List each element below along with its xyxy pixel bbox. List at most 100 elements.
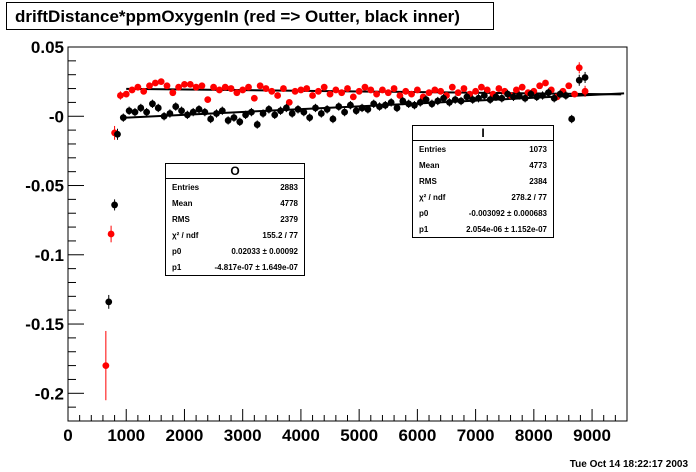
- y-tick-label: -0.2: [35, 384, 64, 403]
- data-point: [562, 92, 570, 99]
- data-point: [163, 82, 171, 90]
- data-point: [274, 92, 282, 99]
- data-point: [498, 94, 506, 102]
- data-point: [314, 87, 322, 95]
- data-point: [581, 74, 589, 81]
- data-point: [384, 89, 392, 97]
- data-point: [411, 101, 418, 109]
- data-point: [128, 86, 136, 94]
- stats-value: 4778: [280, 198, 298, 208]
- data-point: [195, 105, 203, 113]
- stats-row: Entries 2883: [166, 179, 304, 195]
- stats-label: Entries: [419, 144, 447, 154]
- data-point: [329, 115, 337, 123]
- stats-box-outer: O Entries 2883 Mean 4778 RMS 2379 χ² / ndf 1…: [165, 163, 305, 276]
- data-point: [568, 115, 576, 123]
- x-tick-label: 1000: [107, 426, 145, 445]
- data-point: [294, 105, 302, 113]
- data-point: [518, 83, 526, 91]
- data-point: [457, 97, 465, 105]
- stats-label: Mean: [419, 160, 440, 170]
- data-point: [262, 85, 270, 92]
- data-point: [413, 86, 421, 94]
- stats-value: 278.2 / 77: [511, 192, 547, 202]
- data-point: [504, 90, 512, 98]
- data-point: [134, 83, 142, 91]
- data-point: [143, 108, 151, 116]
- data-point: [440, 94, 447, 102]
- data-point: [119, 114, 127, 122]
- stats-label: p1: [419, 224, 429, 234]
- data-point: [393, 104, 401, 112]
- stats-row: Entries 1073: [413, 141, 553, 157]
- data-point: [309, 92, 316, 99]
- data-point: [218, 107, 226, 115]
- data-point: [422, 96, 430, 104]
- data-point: [550, 94, 558, 102]
- data-point: [338, 89, 346, 97]
- data-point: [381, 101, 389, 109]
- data-point: [571, 90, 578, 98]
- data-point: [349, 93, 357, 101]
- data-point: [146, 82, 153, 90]
- data-point: [186, 81, 194, 88]
- data-point: [277, 107, 284, 115]
- data-point: [355, 87, 363, 95]
- stats-label: p1: [172, 262, 182, 272]
- stats-row: RMS 2384: [413, 173, 553, 189]
- chart-title: driftDistance*ppmOxygenIn (red => Outter…: [15, 7, 460, 26]
- stats-value: 2384: [529, 176, 547, 186]
- data-point: [405, 100, 413, 108]
- data-point: [192, 83, 200, 91]
- stats-value: 1073: [529, 144, 547, 154]
- y-tick-label: -0: [49, 107, 64, 126]
- data-point: [198, 82, 206, 90]
- data-point: [183, 111, 191, 119]
- data-point: [169, 89, 177, 97]
- data-point: [431, 86, 439, 94]
- data-point: [361, 83, 369, 91]
- data-point: [390, 85, 398, 92]
- data-point: [288, 110, 296, 117]
- stats-row: p0 -0.003092 ± 0.000683: [413, 205, 553, 221]
- stats-label: χ² / ndf: [172, 230, 199, 240]
- data-point: [242, 111, 249, 119]
- y-tick-label: -0.1: [35, 246, 64, 265]
- stats-row: p1 2.054e-06 ± 1.152e-07: [413, 221, 553, 237]
- data-point: [221, 83, 229, 91]
- stats-label: χ² / ndf: [419, 192, 446, 202]
- stats-value: 4773: [529, 160, 547, 170]
- stats-label: p0: [172, 246, 182, 256]
- data-point: [248, 108, 255, 116]
- data-series: [102, 62, 589, 401]
- data-point: [224, 117, 232, 124]
- data-point: [215, 86, 223, 94]
- x-tick-label: 3000: [224, 426, 262, 445]
- stats-box-outer-name: O: [166, 164, 304, 179]
- data-point: [512, 86, 520, 94]
- stats-row: χ² / ndf 155.2 / 77: [166, 227, 304, 243]
- data-point: [154, 104, 162, 112]
- data-point: [373, 90, 381, 98]
- data-point: [344, 85, 351, 92]
- data-point: [396, 92, 404, 99]
- data-point: [446, 99, 453, 106]
- data-point: [521, 94, 529, 102]
- data-point: [486, 96, 494, 104]
- data-point: [358, 104, 366, 112]
- data-point: [303, 85, 311, 92]
- data-point: [250, 94, 258, 102]
- data-point: [201, 108, 209, 116]
- data-point: [280, 85, 287, 92]
- data-point: [515, 92, 523, 99]
- data-point: [332, 86, 340, 94]
- stats-label: Mean: [172, 198, 193, 208]
- x-tick-label: 2000: [166, 426, 204, 445]
- stats-value: 2379: [280, 214, 298, 224]
- data-point: [256, 82, 264, 90]
- data-point: [533, 93, 541, 101]
- data-point: [166, 110, 174, 117]
- data-point: [291, 87, 299, 95]
- data-point: [306, 114, 314, 122]
- data-point: [460, 85, 468, 92]
